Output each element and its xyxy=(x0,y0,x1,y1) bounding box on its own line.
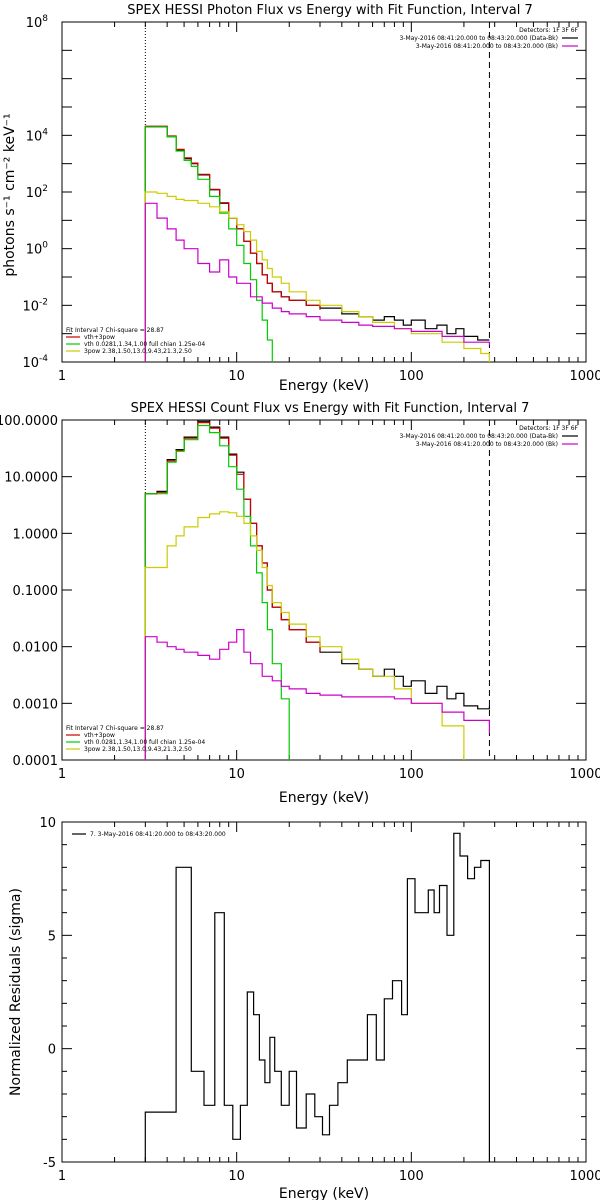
x-tick-label: 1000 xyxy=(569,1169,600,1184)
y-tick-label: 104 xyxy=(26,127,49,144)
legend-interval-text: 7. 3-May-2016 08:41:20.000 to 08:43:20.0… xyxy=(90,831,226,838)
legend-detectors: Detectors: 1F 3F 6F xyxy=(519,425,578,432)
resid-ticks: 1 10 100 1000 -5 0 5 10 xyxy=(39,816,600,1184)
y-tick-label: 1.0000 xyxy=(13,527,59,542)
legend-fit-item: vth+3pow xyxy=(84,334,115,341)
photon-vlines xyxy=(144,22,490,362)
resid-legend: 7. 3-May-2016 08:41:20.000 to 08:43:20.0… xyxy=(72,831,226,838)
x-tick-label: 1 xyxy=(58,1169,66,1184)
y-tick-label: 5 xyxy=(48,929,56,944)
legend-interval-text: 3-May-2016 08:41:20.000 to 08:43:20.000 … xyxy=(416,441,558,448)
legend-interval-text: 3-May-2016 08:41:20.000 to 08:43:20.000 … xyxy=(399,433,558,440)
x-tick-label: 1000 xyxy=(569,369,600,384)
y-tick-label: 108 xyxy=(26,14,49,31)
series-line-3 xyxy=(144,511,465,760)
x-tick-label: 10 xyxy=(228,369,245,384)
series-line-4 xyxy=(144,202,490,362)
legend-fit-item: 3pow 2.38,1.50,13.0,9.43,21.3,2.50 xyxy=(84,746,192,753)
y-tick-label: 0.0010 xyxy=(13,697,59,712)
series-line-2 xyxy=(144,424,290,760)
y-tick-label: 100.0000 xyxy=(0,414,58,429)
legend-fit-item: vth 0.0281,1.34,1.00 full chian 1.25e-04 xyxy=(84,341,205,348)
y-tick-label: 0.0100 xyxy=(13,641,59,656)
resid-xlabel: Energy (keV) xyxy=(279,1186,369,1200)
photon-xlabel: Energy (keV) xyxy=(279,378,369,394)
y-tick-label: 0.1000 xyxy=(13,584,59,599)
legend-interval-text: 3-May-2016 08:41:20.000 to 08:43:20.000 … xyxy=(399,35,558,42)
x-tick-label: 1 xyxy=(58,369,66,384)
panel-photon: SPEX HESSI Photon Flux vs Energy with Fi… xyxy=(2,3,600,394)
y-tick-label: 10.0000 xyxy=(4,471,58,486)
y-tick-label: 0.0001 xyxy=(13,754,59,769)
y-tick-label: 10-4 xyxy=(22,354,48,371)
y-tick-label: 10 xyxy=(39,816,56,831)
legend-detectors: Detectors: 1F 3F 6F xyxy=(519,27,578,34)
legend-fit-interval: Fit Interval 7 Chi-square = 28.87 xyxy=(66,327,164,334)
photon-ylabel: photons s⁻¹ cm⁻² keV⁻¹ xyxy=(2,113,18,276)
y-tick-label: -5 xyxy=(43,1156,56,1171)
legend-fit-item: 3pow 2.38,1.50,13.0,9.43,21.3,2.50 xyxy=(84,348,192,355)
resid-plot-frame xyxy=(61,821,587,1163)
x-tick-label: 100 xyxy=(399,767,424,782)
legend-fit-item: vth+3pow xyxy=(84,732,115,739)
y-tick-label: 10-2 xyxy=(22,297,48,314)
photon-title: SPEX HESSI Photon Flux vs Energy with Fi… xyxy=(127,3,533,18)
x-tick-label: 10 xyxy=(228,1169,245,1184)
legend-interval-text: 3-May-2016 08:41:20.000 to 08:43:20.000 … xyxy=(416,43,558,50)
x-tick-label: 100 xyxy=(399,1169,424,1184)
count-legend: Detectors: 1F 3F 6F3-May-2016 08:41:20.0… xyxy=(66,425,579,753)
x-tick-label: 10 xyxy=(228,767,245,782)
panel-count: SPEX HESSI Count Flux vs Energy with Fit… xyxy=(0,401,600,806)
y-tick-label: 100 xyxy=(26,241,49,258)
y-tick-label: 0 xyxy=(48,1043,56,1058)
x-tick-label: 100 xyxy=(399,369,424,384)
panel-residuals: 1 10 100 1000 -5 0 5 10 7. 3-May-2016 08:41:20.… xyxy=(8,816,600,1200)
count-xlabel: Energy (keV) xyxy=(279,790,369,806)
resid-series xyxy=(144,832,490,1162)
photon-ticks: 1 10 100 1000 10-4 10-2 100 102 104 108 xyxy=(22,14,600,384)
count-title: SPEX HESSI Count Flux vs Energy with Fit… xyxy=(131,401,530,416)
legend-fit-item: vth 0.0281,1.34,1.00 full chian 1.25e-04 xyxy=(84,739,205,746)
photon-legend: Detectors: 1F 3F 6F3-May-2016 08:41:20.0… xyxy=(66,27,579,355)
count-series xyxy=(144,420,490,760)
series-line-4 xyxy=(144,629,490,760)
series-line-0 xyxy=(144,832,490,1162)
x-tick-label: 1000 xyxy=(569,767,600,782)
y-tick-label: 102 xyxy=(26,184,48,201)
resid-ylabel: Normalized Residuals (sigma) xyxy=(8,888,24,1096)
count-vlines xyxy=(144,420,490,760)
x-tick-label: 1 xyxy=(58,767,66,782)
series-line-2 xyxy=(144,126,273,362)
photon-series xyxy=(144,125,490,362)
legend-fit-interval: Fit Interval 7 Chi-square = 28.87 xyxy=(66,725,164,732)
